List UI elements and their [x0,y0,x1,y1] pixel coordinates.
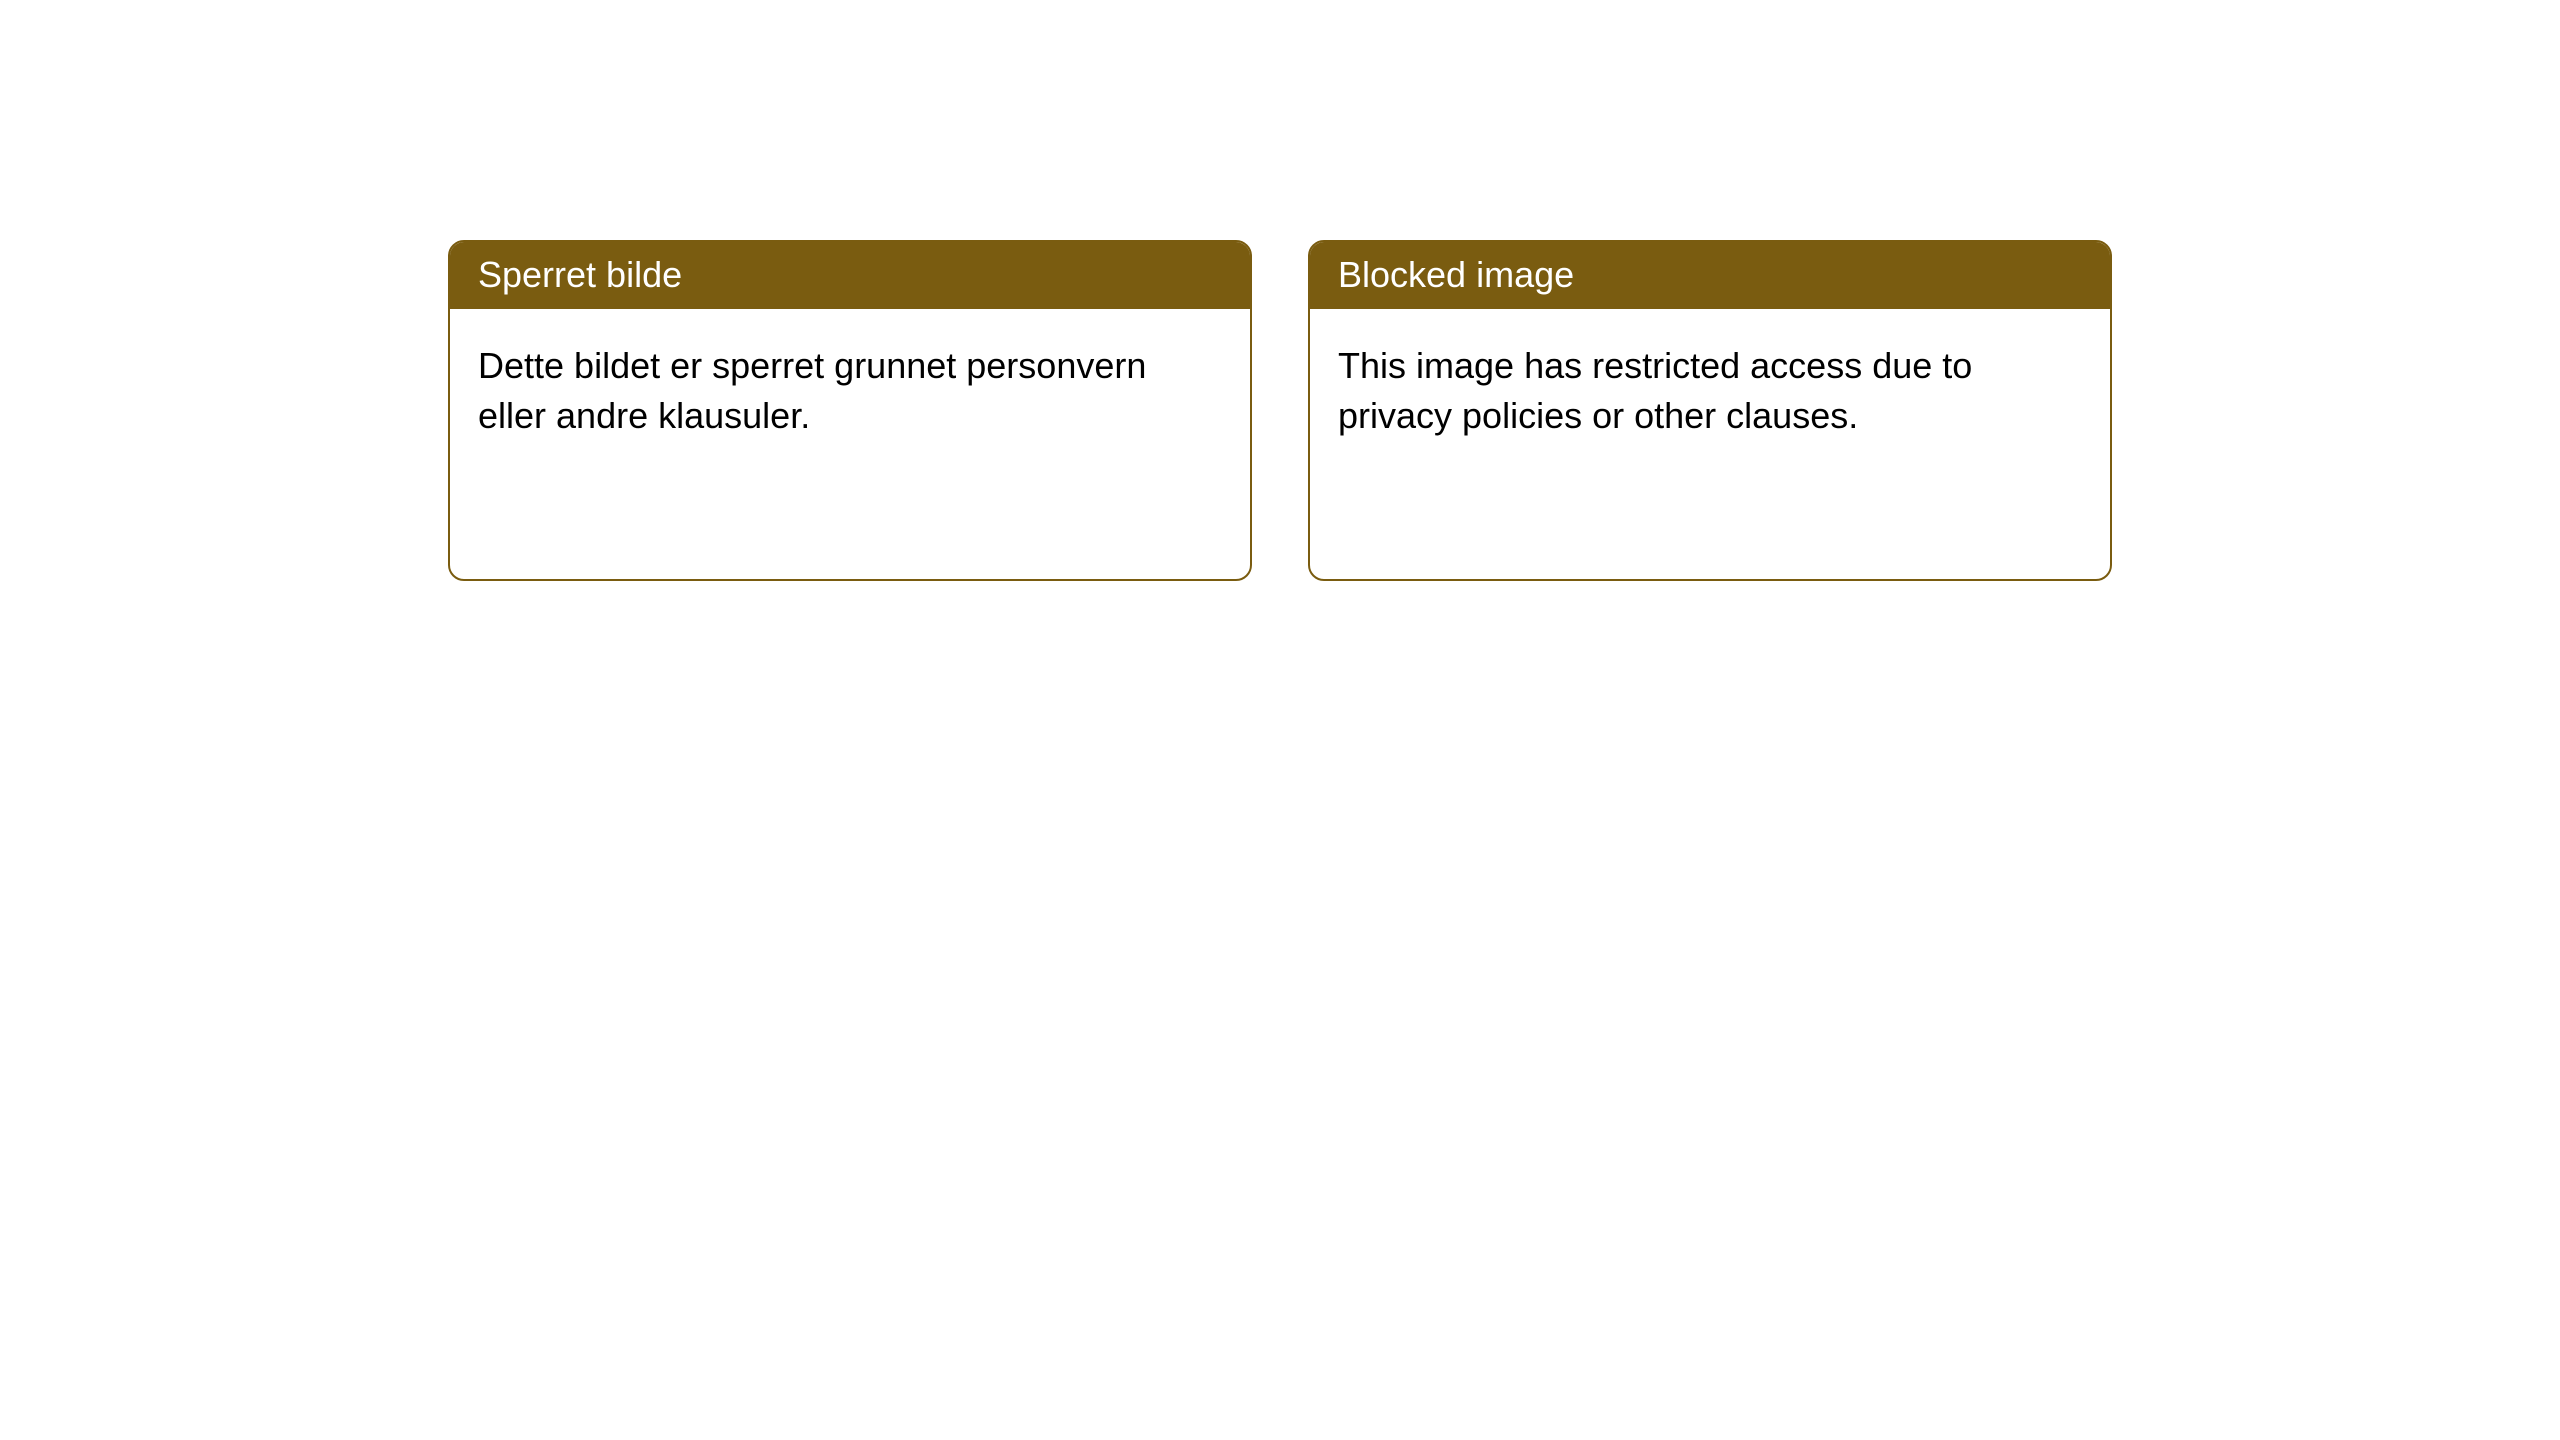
card-title: Blocked image [1338,254,1574,295]
card-body-text: Dette bildet er sperret grunnet personve… [478,345,1146,436]
card-header: Sperret bilde [450,242,1250,309]
card-body-text: This image has restricted access due to … [1338,345,1972,436]
notice-card-norwegian: Sperret bilde Dette bildet er sperret gr… [448,240,1252,581]
card-title: Sperret bilde [478,254,682,295]
card-body: Dette bildet er sperret grunnet personve… [450,309,1250,579]
card-header: Blocked image [1310,242,2110,309]
notice-card-english: Blocked image This image has restricted … [1308,240,2112,581]
notice-container: Sperret bilde Dette bildet er sperret gr… [0,0,2560,581]
card-body: This image has restricted access due to … [1310,309,2110,579]
